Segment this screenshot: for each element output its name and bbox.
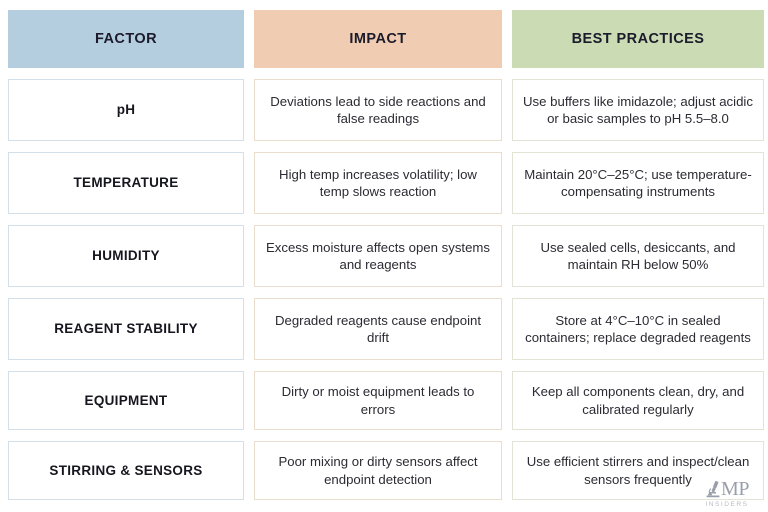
- table-header-row: FACTOR IMPACT BEST PRACTICES: [8, 10, 764, 68]
- table-row: pH Deviations lead to side reactions and…: [8, 79, 764, 141]
- table-row: REAGENT STABILITY Degraded reagents caus…: [8, 298, 764, 360]
- cell-factor: HUMIDITY: [8, 225, 244, 287]
- table-row: EQUIPMENT Dirty or moist equipment leads…: [8, 371, 764, 430]
- cell-factor: EQUIPMENT: [8, 371, 244, 430]
- cell-best-practice: Use sealed cells, desiccants, and mainta…: [512, 225, 764, 287]
- cell-factor: REAGENT STABILITY: [8, 298, 244, 360]
- cell-best-practice: Maintain 20°C–25°C; use temperature-comp…: [512, 152, 764, 214]
- table-row: STIRRING & SENSORS Poor mixing or dirty …: [8, 441, 764, 500]
- cell-factor: TEMPERATURE: [8, 152, 244, 214]
- cell-impact: Deviations lead to side reactions and fa…: [254, 79, 502, 141]
- cell-best-practice: Use efficient stirrers and inspect/clean…: [512, 441, 764, 500]
- cell-impact: High temp increases volatility; low temp…: [254, 152, 502, 214]
- cell-factor: STIRRING & SENSORS: [8, 441, 244, 500]
- cell-impact: Dirty or moist equipment leads to errors: [254, 371, 502, 430]
- cell-best-practice: Keep all components clean, dry, and cali…: [512, 371, 764, 430]
- column-header-factor: FACTOR: [8, 10, 244, 68]
- cell-impact: Poor mixing or dirty sensors affect endp…: [254, 441, 502, 500]
- cell-impact: Excess moisture affects open systems and…: [254, 225, 502, 287]
- watermark-tagline: INSIDERS: [705, 501, 749, 508]
- column-header-impact: IMPACT: [254, 10, 502, 68]
- cell-impact: Degraded reagents cause endpoint drift: [254, 298, 502, 360]
- table-row: TEMPERATURE High temp increases volatili…: [8, 152, 764, 214]
- cell-factor: pH: [8, 79, 244, 141]
- column-header-best-practices: BEST PRACTICES: [512, 10, 764, 68]
- cell-best-practice: Store at 4°C–10°C in sealed containers; …: [512, 298, 764, 360]
- table-row: HUMIDITY Excess moisture affects open sy…: [8, 225, 764, 287]
- table-grid: FACTOR IMPACT BEST PRACTICES pH Deviatio…: [8, 10, 764, 500]
- cell-best-practice: Use buffers like imidazole; adjust acidi…: [512, 79, 764, 141]
